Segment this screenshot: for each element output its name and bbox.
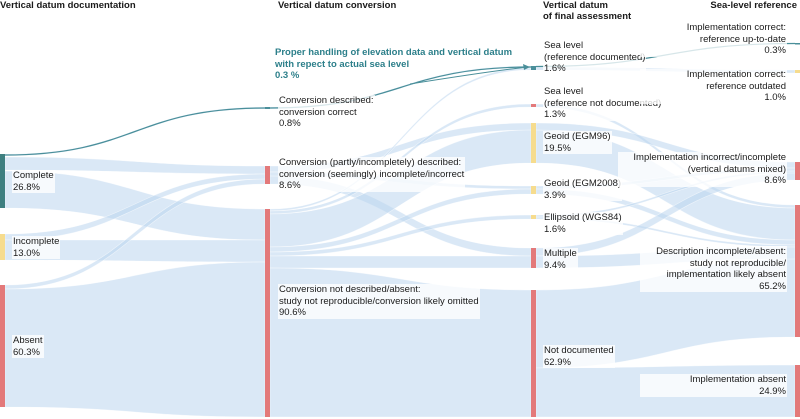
node-bar-fin-sl-nodoc	[531, 104, 536, 107]
node-bar-fin-multiple	[531, 248, 536, 268]
node-label-sea-level-documented: Sea level (reference documented) 1.6%	[543, 40, 647, 75]
node-label-correct-outdated: Implementation correct: reference outdat…	[640, 69, 787, 104]
node-bar-ref-correct-uptodate	[795, 43, 800, 45]
node-bar-fin-egm2008	[531, 186, 536, 194]
node-bar-ref-absent-desc	[795, 205, 800, 337]
flow-conv-absent-to-fin-multiple	[269, 255, 532, 269]
highlight-callout: Proper handling of elevation data and ve…	[275, 47, 513, 81]
header-vertical-datum-conversion: Vertical datum conversion	[278, 0, 397, 11]
callout-arrow	[409, 66, 529, 85]
node-label-complete: Complete 26.8%	[12, 170, 55, 193]
callout-arrow-head	[523, 64, 530, 70]
node-bar-doc-absent	[0, 285, 5, 407]
node-label-not-documented: Not documented 62.9%	[543, 345, 615, 368]
node-bar-ref-incorrect	[795, 162, 800, 180]
node-label-conversion-incomplete: Conversion (partly/incompletely) describ…	[278, 157, 466, 192]
node-bar-doc-complete	[0, 154, 5, 208]
highlight-flow-doc-complete	[4, 107, 266, 156]
node-bar-fin-egm96	[531, 123, 536, 163]
node-bar-fin-sl-doc	[531, 66, 536, 70]
node-label-correct-up-to-date: Implementation correct: reference up-to-…	[640, 22, 787, 57]
node-label-absent: Absent 60.3%	[12, 335, 44, 358]
node-bar-conv-correct	[265, 107, 270, 109]
node-label-multiple: Multiple 9.4%	[543, 248, 578, 271]
node-bars	[0, 43, 800, 417]
node-label-description-absent: Description incomplete/absent: study not…	[640, 246, 787, 292]
header-vertical-datum-final-assessment: Vertical datum of final assessment	[543, 0, 632, 22]
node-label-implementation-absent: Implementation absent 24.9%	[640, 374, 787, 397]
node-bar-fin-notdoc	[531, 290, 536, 417]
node-label-conversion-correct: Conversion described: conversion correct…	[278, 95, 375, 130]
node-label-incomplete: Incomplete 13.0%	[12, 236, 61, 259]
node-label-geoid-egm2008: Geoid (EGM2008) 3.9%	[543, 178, 623, 201]
node-bar-fin-wgs84	[531, 215, 536, 219]
node-bar-ref-correct-outdated	[795, 70, 800, 73]
node-label-conversion-absent: Conversion not described/absent: study n…	[278, 284, 480, 319]
node-bar-doc-incomplete	[0, 234, 5, 260]
node-label-geoid-egm96: Geoid (EGM96) 19.5%	[543, 131, 612, 154]
node-bar-conv-absent	[265, 209, 270, 417]
node-bar-ref-absent	[795, 365, 800, 417]
node-label-ellipsoid-wgs84: Ellipsoid (WGS84) 1.6%	[543, 212, 623, 235]
header-sea-level-reference: Sea-level reference	[710, 0, 797, 11]
node-label-implementation-incorrect: Implementation incorrect/incomplete (ver…	[618, 152, 787, 187]
header-vertical-datum-documentation: Vertical datum documentation	[0, 0, 136, 11]
node-bar-conv-incomplete	[265, 166, 270, 184]
